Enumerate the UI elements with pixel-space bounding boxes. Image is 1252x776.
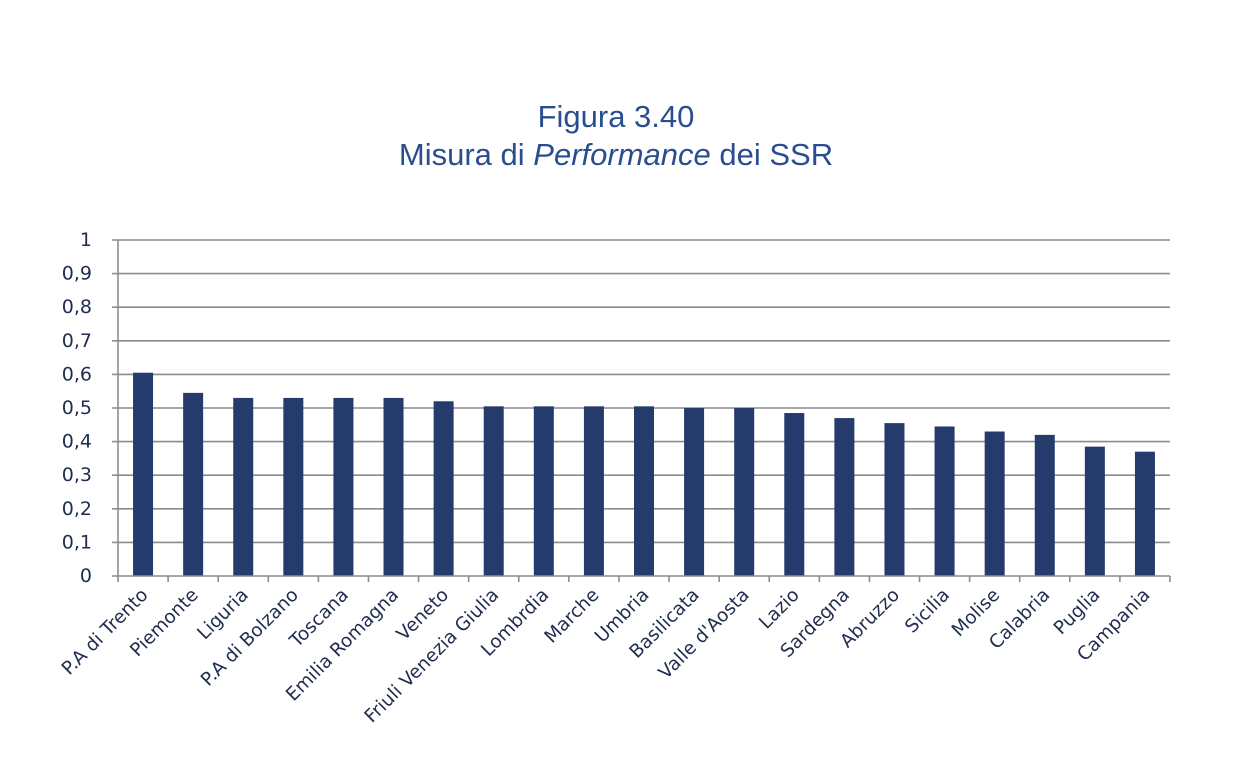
category-label: Marche [541, 585, 604, 648]
bar [734, 408, 755, 576]
chart-title: Figura 3.40 Misura di Performance dei SS… [0, 98, 1232, 174]
bar [233, 397, 254, 576]
y-axis-labels: 0 0,1 0,2 0,3 0,4 0,5 0,6 0,7 0,8 0,9 1 [62, 229, 92, 587]
axes [112, 239, 1171, 582]
title-line-2: Misura di Performance dei SSR [0, 136, 1232, 174]
title-line-1: Figura 3.40 [537, 99, 695, 134]
bar [784, 413, 805, 576]
category-label: Valle d'Aosta [655, 585, 754, 684]
title-text-a: Misura di [398, 137, 534, 172]
bars [133, 372, 1155, 576]
category-label: P.A di Trento [58, 585, 153, 680]
bar [1134, 451, 1155, 576]
bar [1084, 446, 1105, 576]
bar [333, 397, 354, 576]
category-label: Sicilia [901, 585, 954, 638]
bar [533, 406, 554, 576]
y-tick-label: 1 [80, 229, 92, 251]
bar [583, 406, 604, 576]
bar [634, 406, 654, 576]
title-text-b: dei SSR [710, 137, 834, 172]
y-tick-label: 0,7 [62, 330, 92, 352]
y-tick-label: 0,8 [62, 296, 92, 318]
y-tick-label: 0,6 [62, 363, 92, 385]
bar [483, 406, 504, 576]
y-tick-label: 0,3 [62, 464, 92, 486]
bar [884, 423, 905, 576]
y-tick-label: 0,1 [62, 531, 92, 553]
title-text-italic: Performance [533, 137, 711, 172]
bar [1034, 434, 1055, 576]
y-tick-label: 0 [80, 565, 92, 587]
bar [433, 401, 454, 576]
y-tick-label: 0,9 [62, 263, 92, 285]
bar [283, 397, 304, 576]
bar [183, 392, 204, 576]
bar [934, 426, 955, 576]
y-tick-label: 0,2 [62, 498, 92, 520]
bar [834, 418, 855, 576]
bar [133, 372, 154, 576]
bar [383, 397, 404, 576]
y-tick-label: 0,5 [62, 397, 92, 419]
y-tick-label: 0,4 [62, 431, 92, 453]
bar [984, 431, 1005, 576]
bar [684, 408, 705, 576]
